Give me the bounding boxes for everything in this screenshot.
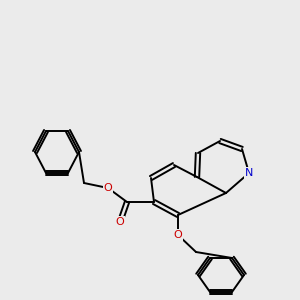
Text: N: N [245, 168, 253, 178]
Text: O: O [103, 183, 112, 193]
Text: O: O [174, 230, 182, 240]
Text: O: O [116, 217, 124, 227]
